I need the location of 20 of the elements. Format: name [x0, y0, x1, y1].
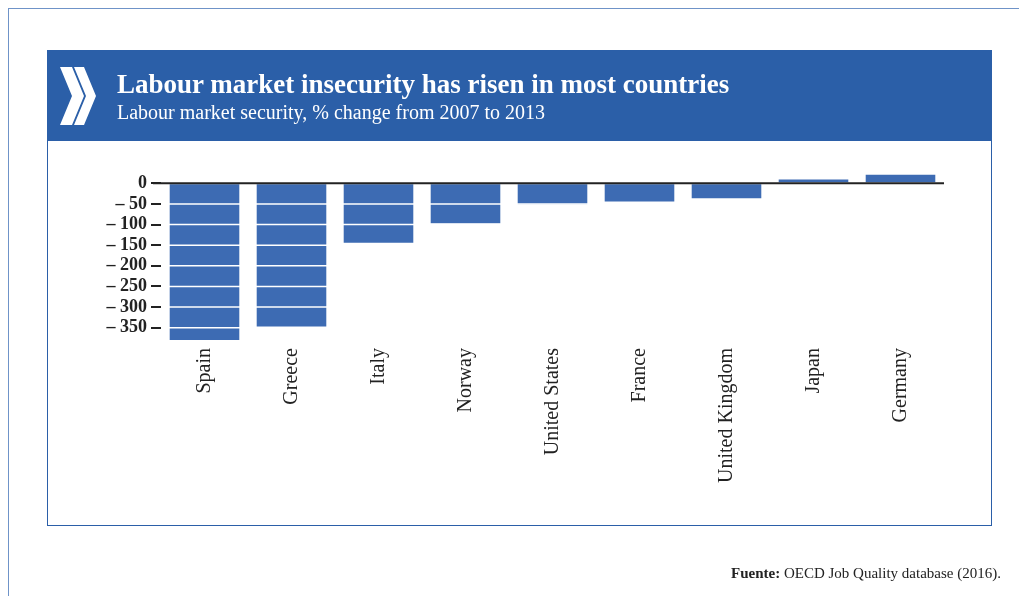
y-tick-label: – 50	[114, 192, 147, 213]
y-tick-label: – 100	[105, 213, 147, 234]
x-tick-label: Japan	[800, 348, 824, 394]
x-tick-label: Norway	[452, 348, 476, 413]
y-tick-label: – 200	[105, 254, 147, 275]
y-tick-label: 0	[138, 171, 147, 192]
x-tick-label: United Kingdom	[713, 347, 737, 483]
x-tick-label: United States	[539, 347, 562, 456]
y-tick-label: – 150	[105, 233, 147, 254]
y-tick-label: – 300	[105, 295, 147, 316]
x-tick-label: Italy	[365, 348, 389, 385]
y-tick-label: – 250	[105, 275, 147, 296]
chart-subtitle: Labour market security, % change from 2007 to 2013	[117, 101, 546, 124]
source-note: Fuente: OECD Job Quality database (2016).	[731, 565, 1001, 581]
y-tick-label: – 350	[105, 316, 147, 337]
chart-title: Labour market insecurity has risen in most countries	[117, 69, 730, 100]
x-tick-label: France	[626, 347, 649, 403]
x-tick-label: Greece	[278, 347, 301, 405]
x-tick-label: Germany	[887, 348, 911, 423]
x-tick-label: Spain	[191, 348, 215, 394]
